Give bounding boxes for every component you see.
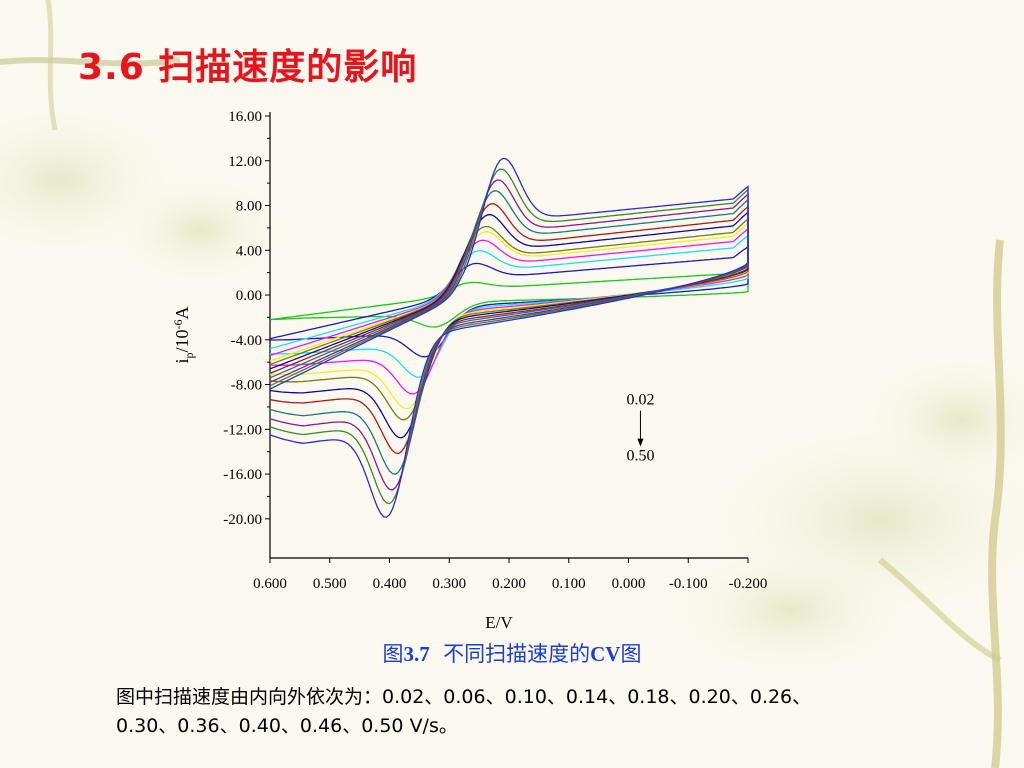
x-tick-label: -0.200 bbox=[729, 576, 768, 592]
x-tick-label: 0.500 bbox=[313, 576, 347, 592]
caption-number: 3.7 bbox=[403, 642, 430, 666]
x-tick-label: 0.400 bbox=[373, 576, 407, 592]
leaf-blob bbox=[870, 360, 1024, 480]
y-axis-label: ip/10-6A bbox=[171, 306, 196, 363]
vine-stem bbox=[0, 57, 181, 67]
caption-prefix: 图 bbox=[382, 642, 404, 666]
leaf-blob bbox=[680, 550, 900, 670]
series-line-0_26 bbox=[269, 210, 749, 439]
series-line-0_5 bbox=[269, 157, 749, 518]
chart-series bbox=[269, 157, 749, 518]
y-axis-label-part: i bbox=[172, 359, 192, 364]
y-axis-label-part: A bbox=[172, 306, 192, 319]
x-axis-label: E/V bbox=[485, 613, 513, 632]
y-tick-label: 0.00 bbox=[236, 288, 262, 304]
y-tick-label: -8.00 bbox=[231, 378, 262, 394]
caption-cv: CV bbox=[590, 642, 621, 666]
x-tick-label: 0.100 bbox=[552, 576, 586, 592]
y-axis-label-part: /10 bbox=[172, 329, 192, 352]
scan-rate-note: 图中扫描速度由内向外依次为：0.02、0.06、0.10、0.14、0.18、0… bbox=[116, 683, 1006, 741]
note-line-1: 图中扫描速度由内向外依次为：0.02、0.06、0.10、0.14、0.18、0… bbox=[116, 686, 812, 708]
y-axis-label-part: p bbox=[182, 353, 196, 359]
caption-text: 不同扫描速度的 bbox=[443, 642, 591, 666]
x-tick-label: 0.600 bbox=[253, 576, 287, 592]
x-tick-label: 0.300 bbox=[432, 576, 466, 592]
series-line-0_06 bbox=[269, 245, 749, 358]
y-tick-label: 16.00 bbox=[228, 109, 262, 125]
y-tick-label: -16.00 bbox=[223, 467, 262, 483]
y-tick-label: -4.00 bbox=[231, 333, 262, 349]
chart-annotations: 0.02 0.50 bbox=[626, 392, 654, 465]
y-tick-label: -12.00 bbox=[223, 422, 262, 438]
vine-stem bbox=[988, 239, 1005, 768]
y-axis-label-part: -6 bbox=[171, 319, 185, 329]
chart-axes: 16.00 12.00 8.00 4.00 0.00 -4.00 -8.00 -12.00 -1… bbox=[171, 109, 767, 632]
x-tick-label: 0.000 bbox=[612, 576, 646, 592]
slide-title: 3.6 扫描速度的影响 bbox=[78, 47, 418, 88]
caption-end: 图 bbox=[620, 642, 642, 666]
series-line-0_02 bbox=[269, 264, 749, 328]
x-tick-label: -0.100 bbox=[669, 576, 708, 592]
annotation-label: 0.02 bbox=[626, 392, 654, 409]
figure-caption: 图3.7 不同扫描速度的CV图 bbox=[0, 638, 1024, 668]
y-tick-label: -20.00 bbox=[223, 512, 262, 528]
vine-stem bbox=[45, 0, 58, 131]
note-line-2: 0.30、0.36、0.40、0.46、0.50 V/s。 bbox=[116, 715, 458, 737]
annotation-label: 0.50 bbox=[626, 448, 654, 465]
annotation-arrowhead bbox=[637, 438, 644, 447]
y-tick-label: 4.00 bbox=[236, 243, 262, 259]
leaf-blob bbox=[120, 180, 280, 280]
vine-stem bbox=[878, 557, 1002, 663]
y-tick-label: 12.00 bbox=[228, 154, 262, 170]
y-tick-label: 8.00 bbox=[236, 199, 262, 215]
series-line-0_18 bbox=[269, 222, 749, 410]
x-tick-label: 0.200 bbox=[492, 576, 526, 592]
